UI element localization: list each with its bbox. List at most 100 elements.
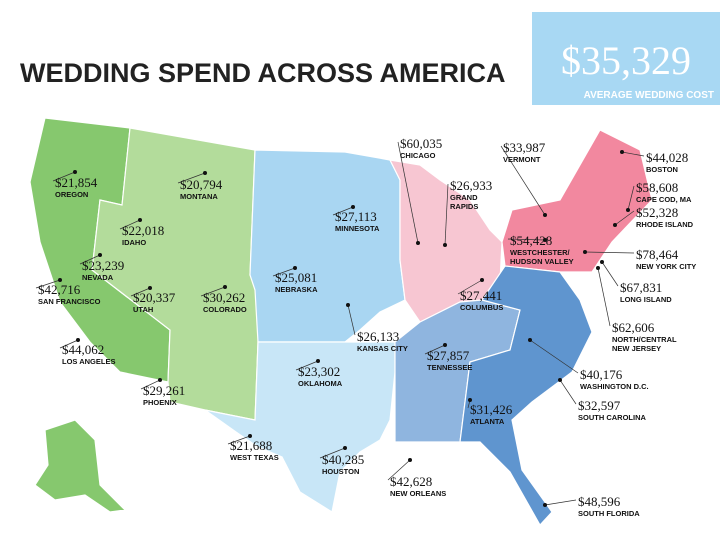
amount-label: $26,933 (450, 178, 492, 193)
location-dot (613, 223, 617, 227)
leader-line (457, 279, 483, 295)
amount-label: $40,285 (322, 452, 364, 467)
amount-label: $26,133 (357, 329, 399, 344)
place-label: NEW YORK CITY (636, 262, 696, 271)
location-dot (351, 205, 355, 209)
place-label: HUDSON VALLEY (510, 257, 574, 266)
place-label: SOUTH CAROLINA (578, 413, 646, 422)
amount-label: $60,035 (400, 136, 442, 151)
location-dot (416, 241, 420, 245)
leader-line (227, 435, 251, 445)
location-dot (543, 238, 547, 242)
place-label: RHODE ISLAND (636, 220, 694, 229)
place-label: ATLANTA (470, 417, 505, 426)
leader-line (130, 287, 151, 297)
amount-label: $42,628 (390, 474, 432, 489)
place-label: OREGON (55, 190, 88, 199)
location-dot (626, 208, 630, 212)
place-label: WASHINGTON D.C. (580, 382, 649, 391)
leader-line (627, 185, 635, 211)
leader-line (544, 499, 577, 506)
title: WEDDING SPEND ACROSS AMERICA (20, 58, 506, 88)
place-label: SOUTH FLORIDA (578, 509, 640, 518)
midwest-region (249, 149, 406, 343)
place-label: SAN FRANCISCO (38, 297, 101, 306)
place-label: MONTANA (180, 192, 218, 201)
location-dot (558, 378, 562, 382)
leader-line (444, 183, 449, 246)
location-dot (596, 266, 600, 270)
amount-label: $27,441 (460, 288, 502, 303)
location-dot (203, 171, 207, 175)
location-dot (73, 170, 77, 174)
leader-line (507, 238, 546, 241)
leader-line (119, 219, 141, 230)
place-label: COLORADO (203, 305, 247, 314)
amount-label: $40,176 (580, 367, 623, 382)
location-dot (58, 278, 62, 282)
amount-label: $30,262 (203, 290, 245, 305)
place-label: LONG ISLAND (620, 295, 672, 304)
map-regions (29, 117, 653, 527)
leader-line (35, 279, 61, 289)
amount-label: $48,596 (578, 494, 621, 509)
amount-label: $21,854 (55, 175, 98, 190)
leader-line (200, 286, 226, 297)
amount-label: $42,716 (38, 282, 81, 297)
amount-label: $31,426 (470, 402, 513, 417)
place-label: UTAH (133, 305, 153, 314)
leader-line (584, 251, 635, 254)
amount-label: $62,606 (612, 320, 655, 335)
place-label: WEST TEXAS (230, 453, 279, 462)
place-label: KANSAS CITY (357, 344, 408, 353)
leader-line (52, 171, 76, 182)
amount-label: $58,608 (636, 180, 678, 195)
leader-line (319, 447, 346, 459)
place-label: RAPIDS (450, 202, 478, 211)
location-dot (443, 343, 447, 347)
place-label: WESTCHESTER/ (510, 248, 571, 257)
amount-label: $33,987 (503, 140, 546, 155)
location-dot (543, 213, 547, 217)
leader-line (601, 261, 619, 287)
location-dot (293, 266, 297, 270)
leader-line (347, 304, 356, 336)
place-label: NEVADA (82, 273, 114, 282)
place-label: OKLAHOMA (298, 379, 343, 388)
average-amount: $35,329 (561, 38, 691, 83)
place-label: TENNESSEE (427, 363, 472, 372)
amount-label: $44,062 (62, 342, 104, 357)
place-label: HOUSTON (322, 467, 359, 476)
location-dot (408, 458, 412, 462)
amount-label: $54,428 (510, 233, 552, 248)
south-atlantic-region (459, 265, 593, 527)
place-label: PHOENIX (143, 398, 177, 407)
leader-line (332, 206, 354, 216)
location-dot (443, 243, 447, 247)
location-dot (148, 286, 152, 290)
location-dot (346, 303, 350, 307)
place-label: MINNESOTA (335, 224, 380, 233)
average-label: AVERAGE WEDDING COST (584, 90, 714, 101)
location-dot (76, 338, 80, 342)
place-label: COLUMBUS (460, 303, 503, 312)
leader-line (424, 344, 446, 355)
amount-label: $21,688 (230, 438, 272, 453)
place-label: IDAHO (122, 238, 146, 247)
place-label: BOSTON (646, 165, 678, 174)
leader-line (59, 339, 79, 349)
amount-label: $29,261 (143, 383, 185, 398)
amount-label: $23,302 (298, 364, 340, 379)
location-dot (98, 253, 102, 257)
location-dot (158, 378, 162, 382)
amount-label: $20,337 (133, 290, 176, 305)
location-dot (223, 285, 227, 289)
leader-line (597, 267, 611, 327)
location-dot (343, 446, 347, 450)
leader-line (529, 339, 579, 374)
leader-line (559, 379, 577, 405)
amount-label: $67,831 (620, 280, 662, 295)
amount-label: $25,081 (275, 270, 317, 285)
